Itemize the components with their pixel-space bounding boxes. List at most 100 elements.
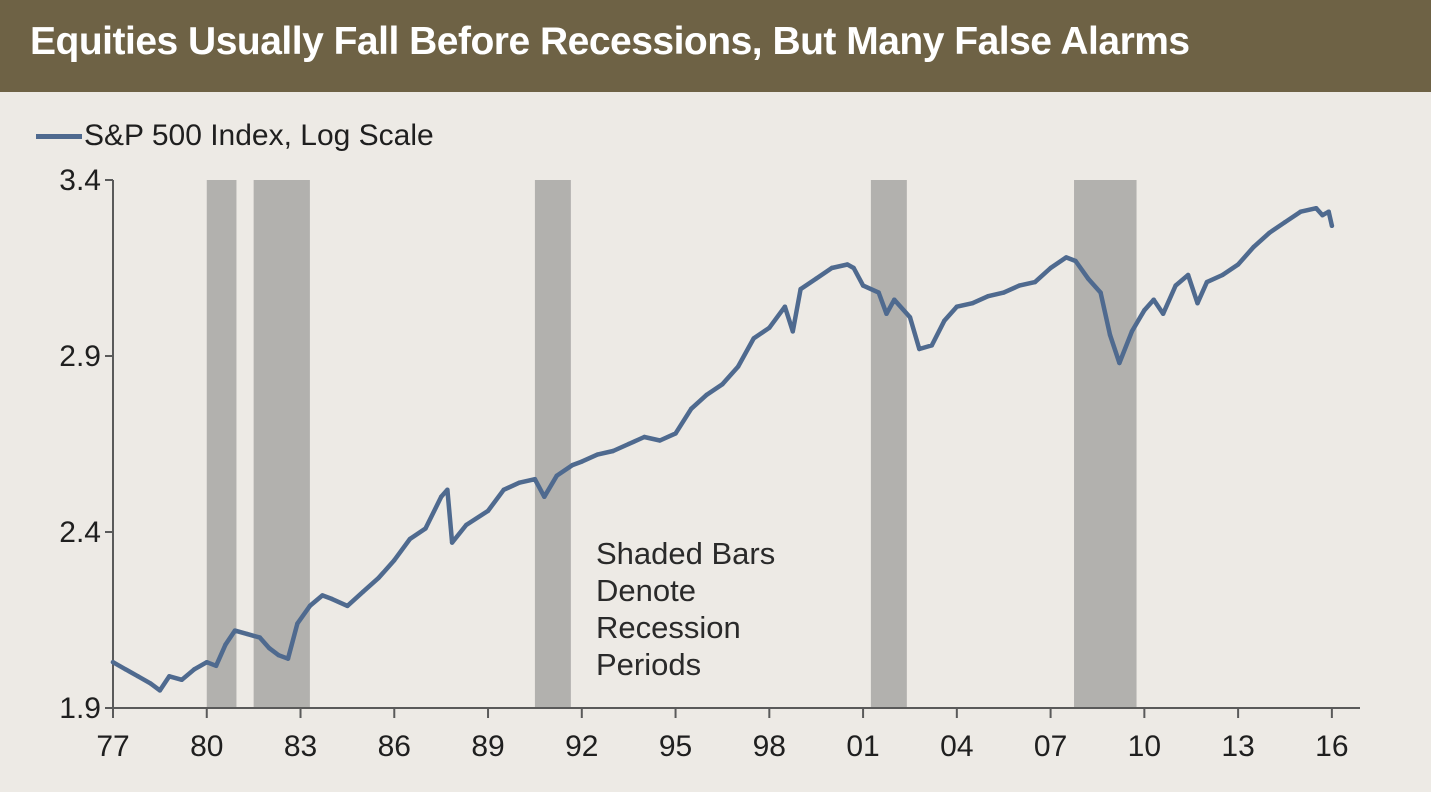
data-point (829, 265, 834, 271)
data-point (642, 434, 647, 440)
data-point (135, 674, 141, 679)
data-point (970, 301, 975, 306)
legend: S&P 500 Index, Log Scale (36, 118, 434, 154)
data-point (423, 526, 428, 531)
recession-annotation: Shaded Bars Denote Recession Periods (596, 535, 775, 683)
recession-bar-2 (253, 180, 310, 708)
data-point (570, 462, 575, 468)
data-point (445, 487, 450, 492)
data-point (767, 325, 772, 330)
data-point (1204, 279, 1210, 285)
data-point (689, 406, 694, 411)
data-point (985, 294, 991, 299)
data-point (1220, 272, 1225, 278)
data-point (704, 392, 709, 397)
data-point (276, 653, 281, 658)
data-point (1160, 311, 1166, 316)
data-point (790, 329, 795, 334)
title-bar: Equities Usually Fall Before Recessions,… (0, 0, 1431, 92)
x-tick-label: 83 (284, 730, 317, 763)
x-tick-label: 01 (846, 730, 879, 763)
data-point (439, 494, 444, 499)
x-tick-label: 98 (753, 730, 786, 763)
data-point (1001, 290, 1006, 295)
data-point (167, 674, 172, 679)
data-point (1017, 283, 1022, 288)
x-tick-label: 86 (378, 730, 411, 763)
data-point (542, 494, 547, 499)
data-point (1117, 360, 1122, 366)
data-point (1251, 244, 1256, 250)
data-point (1064, 255, 1069, 260)
x-tick-label: 07 (1034, 730, 1067, 763)
x-tick-label: 92 (565, 730, 598, 763)
annotation-line-3: Recession (596, 610, 741, 645)
data-point (1320, 213, 1325, 218)
data-point (257, 635, 263, 640)
data-point (232, 628, 238, 633)
data-point (751, 336, 756, 341)
axes (105, 179, 1360, 718)
data-point (1298, 209, 1303, 214)
data-point (1085, 276, 1091, 281)
data-point (845, 262, 850, 267)
y-tick-label: 1.9 (59, 692, 101, 725)
y-tick-label: 2.9 (59, 340, 101, 373)
data-point (485, 508, 491, 514)
data-point (307, 603, 313, 609)
data-point (376, 575, 381, 580)
data-point (657, 438, 663, 443)
x-tick-label: 77 (96, 730, 129, 763)
annotation-line-1: Shaded Bars (596, 536, 776, 571)
data-point (1195, 301, 1200, 306)
data-point (1032, 279, 1038, 285)
annotation-line-4: Periods (596, 647, 702, 682)
data-point (123, 667, 128, 672)
data-point (579, 459, 584, 464)
data-point (449, 540, 455, 545)
data-point (407, 536, 413, 542)
data-point (1282, 220, 1288, 225)
data-point (907, 315, 913, 320)
data-point (595, 452, 600, 457)
data-point (1235, 262, 1241, 267)
recession-bar-5 (1074, 180, 1137, 708)
data-point (223, 642, 228, 647)
data-point (179, 677, 184, 682)
data-point (285, 656, 291, 661)
data-point (1129, 329, 1135, 334)
x-tick-label: 10 (1128, 730, 1161, 763)
data-point (942, 318, 947, 323)
data-point (1048, 265, 1053, 271)
data-point (110, 660, 116, 665)
x-tick-label: 80 (190, 730, 223, 763)
data-point (884, 311, 889, 316)
data-point (1329, 223, 1335, 228)
data-point (245, 631, 250, 637)
x-tick-label: 04 (940, 730, 973, 763)
data-point (876, 290, 881, 295)
recession-bar-3 (534, 180, 571, 708)
legend-label: S&P 500 Index, Log Scale (84, 119, 434, 152)
data-point (735, 364, 741, 369)
data-point (213, 663, 219, 668)
data-point (860, 283, 866, 288)
x-tick-label: 89 (471, 730, 504, 763)
data-point (1267, 230, 1272, 235)
recession-bars (206, 180, 1137, 708)
x-tick-label: 16 (1315, 730, 1348, 763)
data-point (267, 646, 272, 651)
data-point (295, 621, 300, 626)
data-point (917, 346, 922, 352)
y-tick-label: 3.4 (59, 164, 101, 197)
data-point (626, 441, 631, 447)
data-point (464, 522, 469, 528)
data-point (1142, 308, 1147, 313)
data-point (329, 596, 334, 602)
data-point (1173, 283, 1178, 288)
x-tick-label: 95 (659, 730, 692, 763)
data-point (892, 297, 897, 302)
data-point (345, 603, 350, 609)
recession-bar-1 (206, 180, 237, 708)
